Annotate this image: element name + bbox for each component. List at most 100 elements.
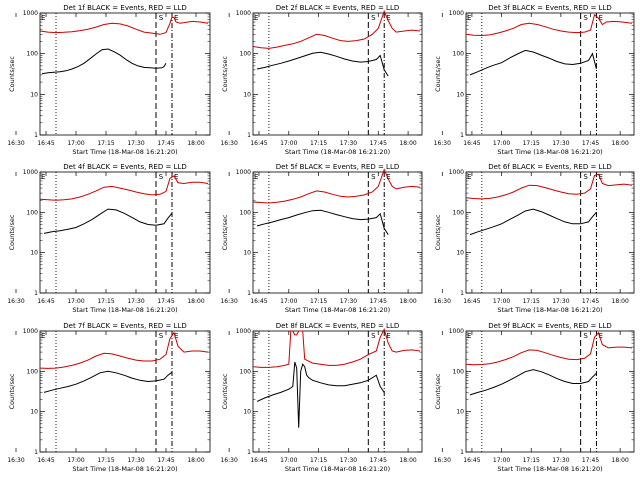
x-tick-label: 16:30 [434,457,451,464]
y-tick-label: 1 [34,290,38,297]
marker-label: E [598,14,602,22]
chart-panel-4: Det 4f BLACK = Events, RED = LLD Start Ti… [7,163,211,314]
x-tick-label: 17:00 [493,457,510,464]
series-line-red [252,327,421,368]
y-axis-label: Counts/sec [8,56,16,92]
x-tick-label: 18:00 [187,140,204,147]
x-tick-label: 17:30 [552,457,569,464]
x-tick-label: 18:00 [187,457,204,464]
x-tick-label: 16:30 [7,457,24,464]
x-tick-label: 17:00 [493,298,510,305]
chart-panel-6: Det 6f BLACK = Events, RED = LLD Start Ti… [434,163,635,314]
y-axis-label: Counts/sec [221,214,229,250]
x-tick-label: 17:45 [582,457,599,464]
y-axis-label: Counts/sec [8,214,16,250]
x-tick-label: 18:00 [612,298,629,305]
y-tick-label: 10 [456,91,464,98]
chart-title: Det 4f BLACK = Events, RED = LLD [63,163,186,171]
x-tick-label: 16:30 [7,298,24,305]
x-tick-label: 16:45 [463,298,480,305]
y-tick-label: 100 [453,368,465,375]
marker-label: E [386,332,390,340]
x-tick-label: 18:00 [612,140,629,147]
x-tick-label: 16:45 [37,457,54,464]
y-tick-label: 10 [243,409,251,416]
marker-label: E [598,173,602,181]
y-tick-label: 1000 [236,10,251,17]
y-tick-label: 10 [243,91,251,98]
marker-label: S [159,14,164,22]
y-axis-label: Counts/sec [221,373,229,409]
y-axis-label: Counts/sec [221,56,229,92]
marker-label: E [467,14,471,22]
chart-panel-1: Det 1f BLACK = Events, RED = LLD Start Ti… [7,4,211,156]
y-tick-label: 10 [456,250,464,257]
series-line-red [39,331,209,369]
series-line-red [39,16,209,35]
x-tick-label: 17:30 [127,298,144,305]
y-tick-label: 10 [243,250,251,257]
x-tick-label: 17:30 [127,457,144,464]
marker-label: E [41,332,45,340]
marker-label: E [174,332,178,340]
x-axis-label: Start Time (18-Mar-08 16:21:20) [72,306,177,314]
marker-label: S [159,332,164,340]
y-tick-label: 100 [27,51,39,58]
plot-frame [465,330,635,453]
x-axis-label: Start Time (18-Mar-08 16:21:20) [497,148,602,156]
y-axis-label: Counts/sec [434,373,442,409]
x-axis-label: Start Time (18-Mar-08 16:21:20) [497,306,602,314]
marker-label: E [467,173,471,181]
series-line-black [469,208,597,236]
y-tick-label: 1 [34,449,38,456]
plot-frame [39,12,211,136]
x-tick-label: 16:30 [7,140,24,147]
x-tick-label: 16:30 [434,140,451,147]
chart-title: Det 2f BLACK = Events, RED = LLD [276,4,399,12]
series-line-red [39,175,209,201]
chart-panel-7: Det 7f BLACK = Events, RED = LLD Start Ti… [7,322,211,473]
y-tick-label: 1000 [449,10,464,17]
x-tick-label: 17:45 [157,140,174,147]
x-tick-label: 17:00 [493,140,510,147]
marker-label: S [583,14,588,22]
marker-label: S [583,173,588,181]
y-tick-label: 10 [456,409,464,416]
series-line-red [252,168,421,204]
y-tick-label: 1 [460,449,464,456]
marker-label: E [174,14,178,22]
series-line-black [256,361,385,428]
plot-frame [252,171,423,294]
x-axis-label: Start Time (18-Mar-08 16:21:20) [72,465,177,473]
x-tick-label: 17:45 [157,298,174,305]
y-tick-label: 100 [240,51,252,58]
y-tick-label: 1000 [236,328,251,335]
series-line-red [465,14,633,37]
series-line-black [469,369,597,396]
plot-frame [465,171,635,294]
x-tick-label: 16:45 [37,298,54,305]
x-axis-label: Start Time (18-Mar-08 16:21:20) [285,306,390,314]
y-tick-label: 1 [247,290,251,297]
y-tick-label: 1 [460,290,464,297]
y-tick-label: 100 [453,209,465,216]
plot-frame [39,171,211,294]
chart-panel-8: Det 8f BLACK = Events, RED = LLD Start Ti… [220,322,423,473]
marker-label: E [386,173,390,181]
series-line-red [465,331,633,366]
x-tick-label: 17:00 [67,140,84,147]
series-line-black [469,49,597,76]
x-tick-label: 17:45 [370,140,387,147]
x-tick-label: 17:00 [67,457,84,464]
y-tick-label: 100 [27,368,39,375]
x-tick-label: 16:30 [434,298,451,305]
marker-label: E [254,332,258,340]
marker-label: S [371,173,376,181]
marker-label: E [174,173,178,181]
x-tick-label: 17:30 [552,298,569,305]
y-tick-label: 1 [247,449,251,456]
x-tick-label: 17:30 [127,140,144,147]
x-tick-label: 16:45 [463,140,480,147]
y-tick-label: 100 [27,209,39,216]
